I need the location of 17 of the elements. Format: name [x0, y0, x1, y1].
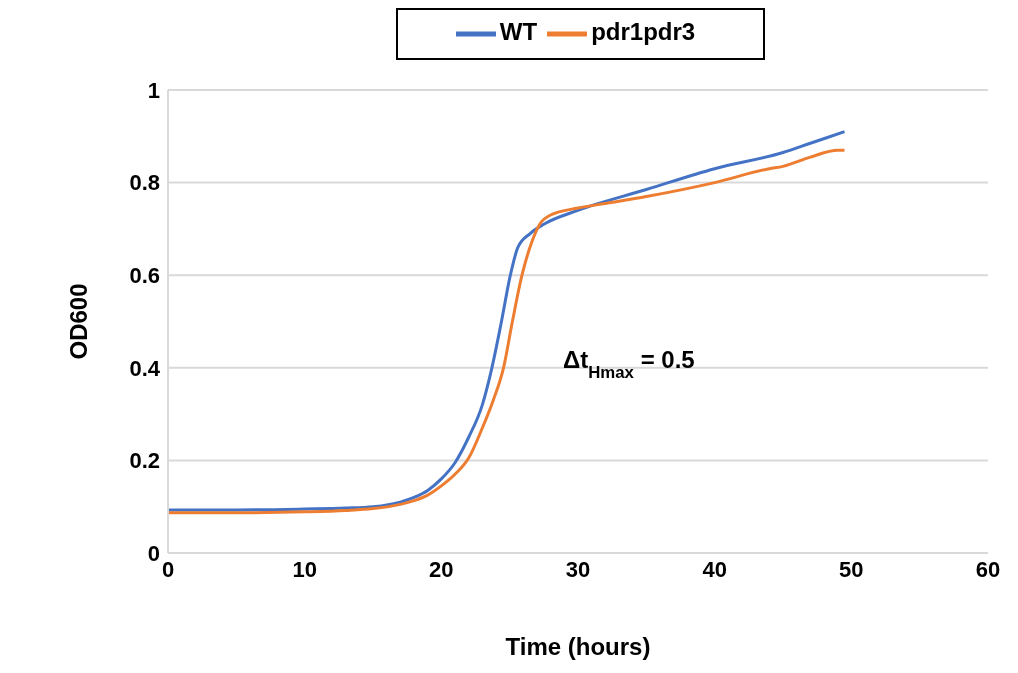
y-tick-label: 0 — [147, 540, 160, 566]
legend-label: pdr1pdr3 — [591, 18, 696, 46]
annotation: Δt$_{Hmax}$ = 0.5 — [563, 346, 695, 382]
y-tick-label: 0.6 — [129, 263, 160, 289]
y-tick-label: 0.2 — [129, 448, 160, 474]
x-tick-label: 60 — [975, 556, 1001, 582]
x-axis-title: Time (hours) — [505, 633, 651, 661]
x-tick-label: 20 — [429, 556, 454, 582]
y-axis-title: OD600 — [64, 283, 92, 360]
x-tick-label: 40 — [702, 556, 727, 582]
y-tick-label: 1 — [147, 77, 160, 103]
x-tick-label: 10 — [292, 556, 317, 582]
x-tick-label: 50 — [839, 556, 864, 582]
x-tick-label: 30 — [565, 556, 591, 582]
y-tick-label: 0.8 — [129, 170, 160, 196]
legend-label: WT — [499, 18, 538, 46]
y-tick-label: 0.4 — [129, 355, 161, 381]
